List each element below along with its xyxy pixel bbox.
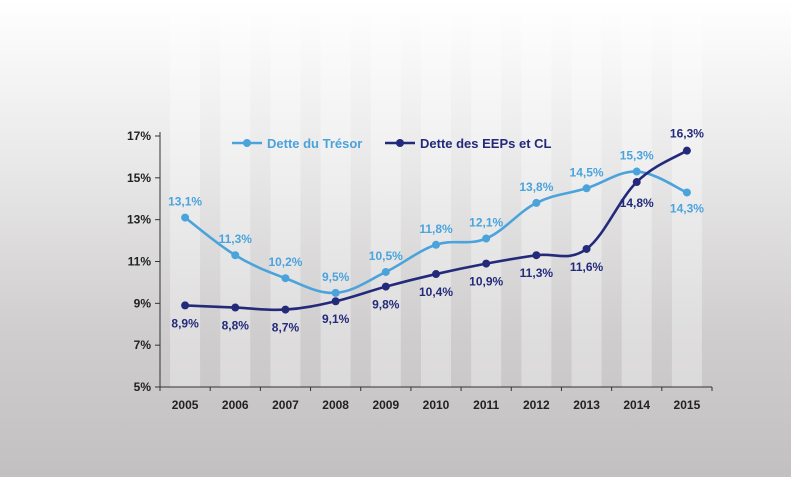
- data-point: [632, 178, 641, 187]
- data-point: [331, 297, 340, 306]
- x-tick-label: 2010: [423, 398, 450, 412]
- data-point: [432, 240, 440, 249]
- data-label: 11,3%: [219, 232, 253, 246]
- x-tick-label: 2015: [674, 398, 701, 412]
- data-point: [331, 288, 340, 297]
- data-point: [231, 251, 240, 260]
- x-tick-label: 2013: [573, 398, 600, 412]
- y-tick-label: 7%: [134, 338, 152, 352]
- data-point: [482, 259, 491, 268]
- data-label: 13,8%: [519, 180, 553, 194]
- y-tick-label: 5%: [134, 380, 152, 394]
- data-point: [632, 167, 641, 176]
- data-label: 11,8%: [419, 222, 453, 236]
- data-point: [281, 274, 290, 283]
- y-tick-label: 9%: [134, 296, 152, 310]
- data-point: [482, 234, 491, 243]
- data-point: [582, 184, 591, 193]
- data-label: 13,1%: [168, 195, 202, 209]
- series-layer: [181, 146, 691, 314]
- data-point: [682, 188, 691, 197]
- stripe-2010: [421, 0, 451, 387]
- data-label: 8,7%: [272, 321, 300, 335]
- data-point: [582, 244, 591, 253]
- stripe-2006: [220, 0, 251, 387]
- data-point: [381, 282, 390, 291]
- data-label: 15,3%: [620, 149, 654, 163]
- legend-label-0: Dette du Trésor: [267, 136, 362, 151]
- data-label: 16,3%: [670, 127, 704, 141]
- data-label: 11,3%: [520, 266, 554, 280]
- data-label: 9,8%: [372, 298, 400, 312]
- data-point: [532, 198, 541, 207]
- legend-label-1: Dette des EEPs et CL: [420, 136, 552, 151]
- data-label: 12,1%: [469, 215, 503, 229]
- stripe-2005: [170, 0, 201, 387]
- data-point: [281, 305, 290, 314]
- data-label: 10,5%: [369, 249, 403, 263]
- x-tick-label: 2006: [222, 398, 249, 412]
- data-label: 14,8%: [620, 196, 654, 210]
- x-tick-label: 2014: [623, 398, 650, 412]
- axes: 5% 7% 9% 11% 13% 15% 17% 2005 2006 2007 2008 2009 20…: [127, 129, 713, 412]
- data-label: 11,6%: [570, 260, 604, 274]
- stripe-2008: [320, 0, 351, 387]
- legend-marker: [243, 139, 251, 147]
- x-tick-label: 2011: [473, 398, 499, 412]
- y-tick-label: 11%: [128, 255, 152, 269]
- data-label: 9,5%: [322, 270, 350, 284]
- data-label: 10,2%: [268, 255, 302, 269]
- data-point: [532, 251, 541, 260]
- x-tick-label: 2009: [372, 398, 399, 412]
- stripe-2013: [571, 0, 602, 387]
- data-label: 14,5%: [570, 165, 604, 179]
- y-tick-label: 13%: [127, 213, 151, 227]
- y-tick-label: 17%: [127, 129, 151, 143]
- data-point: [381, 267, 390, 276]
- data-label: 8,8%: [222, 319, 250, 333]
- data-point: [432, 270, 440, 279]
- stripe-2007: [270, 0, 301, 387]
- x-tick-label: 2007: [272, 398, 299, 412]
- stripe-2012: [521, 0, 552, 387]
- data-label: 10,9%: [469, 275, 503, 289]
- stripe-2011: [471, 0, 502, 387]
- stripe-2009: [370, 0, 401, 387]
- data-point: [682, 146, 691, 155]
- data-point: [181, 301, 190, 310]
- data-label: 9,1%: [322, 312, 350, 326]
- data-label: 14,3%: [670, 201, 704, 215]
- data-label: 10,4%: [419, 285, 453, 299]
- data-point: [231, 303, 240, 312]
- x-tick-label: 2008: [322, 398, 349, 412]
- legend: Dette du Trésor Dette des EEPs et CL: [232, 136, 552, 151]
- data-labels: 13,1% 11,3% 10,2% 9,5% 10,5% 11,8% 12,1% 13,8% 1…: [168, 127, 704, 335]
- y-tick-label: 15%: [127, 171, 151, 185]
- data-point: [181, 213, 190, 222]
- background-stripes: [170, 0, 702, 387]
- x-tick-label: 2012: [523, 398, 550, 412]
- x-tick-label: 2005: [172, 398, 199, 412]
- data-label: 8,9%: [171, 316, 199, 330]
- legend-marker: [396, 139, 404, 147]
